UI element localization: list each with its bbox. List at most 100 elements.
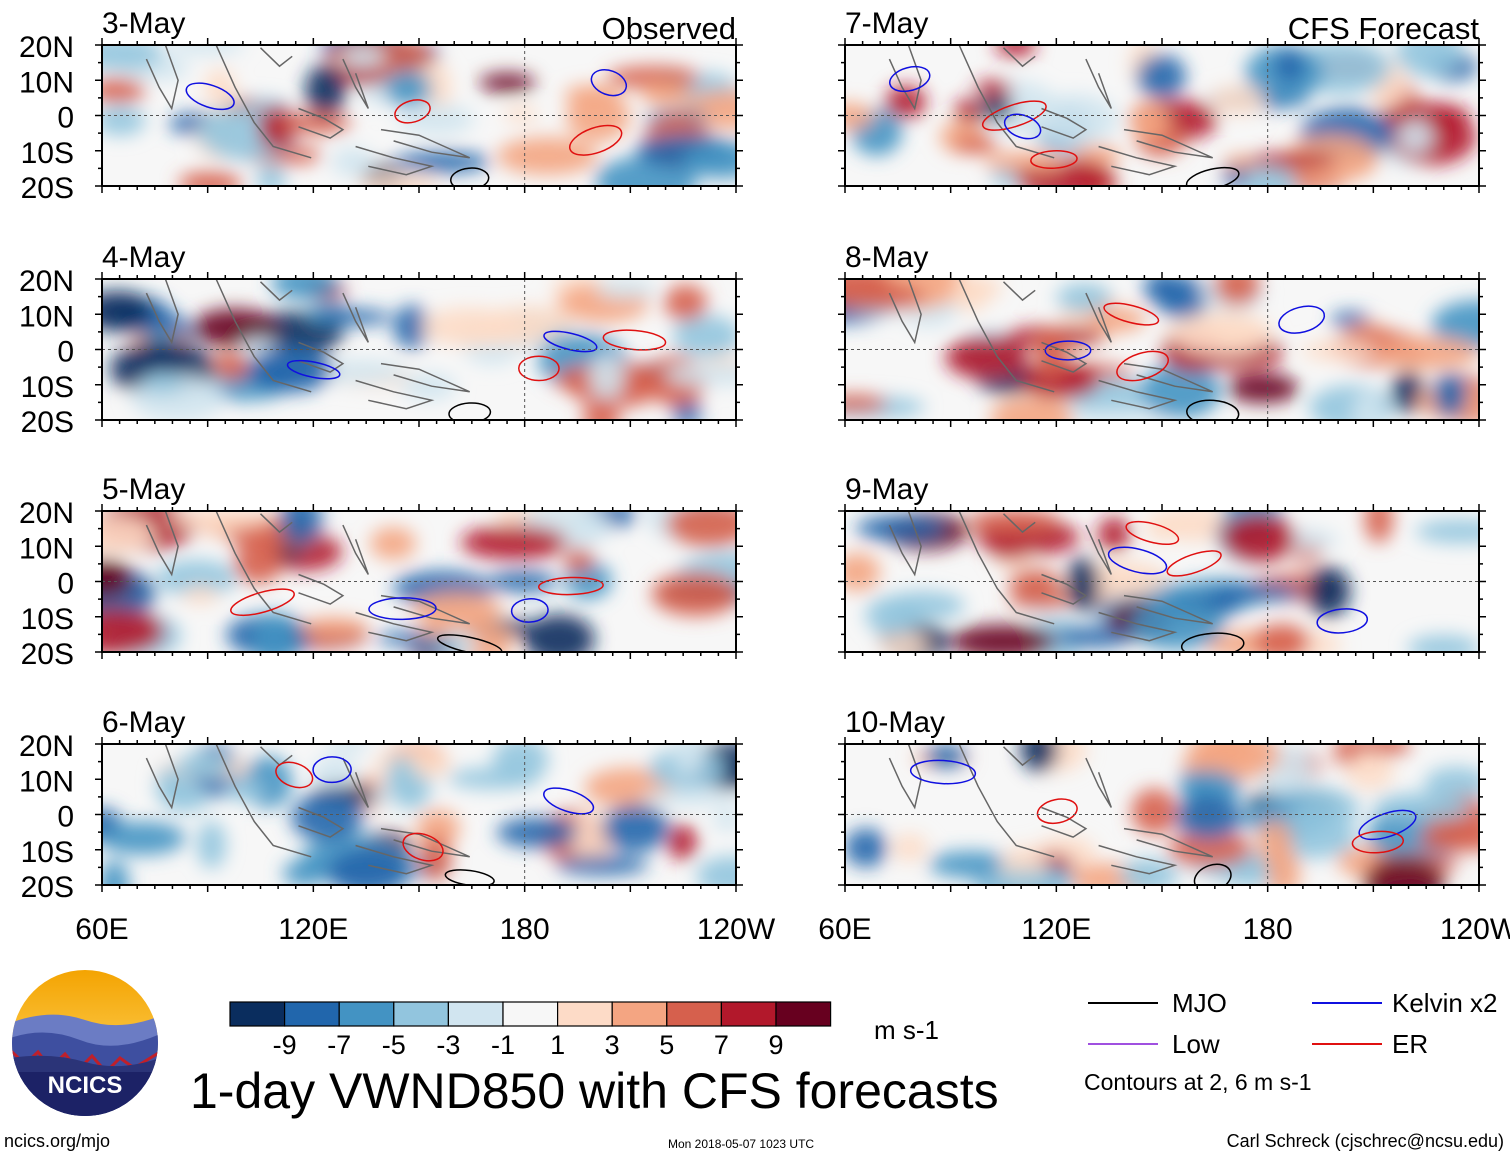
field-blob [397,103,475,136]
coastline [355,379,435,410]
field-blob [1209,85,1266,115]
field-blob [1397,119,1433,154]
field-blob [1346,752,1395,790]
field-blob [1274,48,1305,84]
field-blob [953,136,999,154]
field-blob [1432,372,1468,418]
coastline [342,58,370,109]
kelvin-contour [543,787,595,815]
er-contour [1166,550,1222,577]
colorbar-box [229,1001,286,1027]
field-blob [845,102,875,130]
kelvin-contour [1358,809,1417,841]
x-tick-label: 120W [1440,913,1510,946]
field-blob [954,98,986,123]
coastline [145,744,179,810]
field-blob [290,793,364,842]
colorbar-box [338,1001,395,1027]
x-tick-label: 120E [278,913,348,946]
field-blob [1199,744,1255,771]
field-blob [300,617,369,639]
legend-line-mjo [1088,1002,1158,1004]
field-blob [326,848,411,885]
field-blob [357,173,439,186]
coastline [145,45,179,111]
field-blob [279,511,323,545]
kelvin-contour [590,69,628,97]
field-blob [1167,831,1253,868]
colorbar-box [720,1001,777,1027]
er-contour [537,576,604,596]
er-contour [275,761,314,789]
legend-label-low: Low [1172,1029,1220,1059]
vwnd-field [102,744,736,885]
field-blob [1131,788,1178,835]
x-tick-label: 60E [818,913,871,946]
y-tick-label: 10S [21,137,74,170]
field-blob [1143,279,1183,305]
field-blob [1362,857,1446,885]
coastline [380,128,471,159]
coastline [958,45,1055,159]
vwnd-field [845,511,1479,652]
y-tick-label: 10N [19,532,74,565]
vwnd-field [845,744,1479,885]
y-tick-label: 20N [19,730,74,763]
field-blob [1008,568,1061,597]
colorbar-tick-label: -1 [491,1030,515,1060]
y-tick-label: 20N [19,31,74,64]
field-blob [1257,819,1293,867]
field-blob [168,511,268,529]
field-blob [331,147,374,177]
field-blob [983,151,1068,172]
panel-9-May: 9-May [838,473,1486,659]
field-blob [1244,165,1297,186]
legend-label-mjo: MJO [1172,988,1227,1018]
field-blob [989,543,1031,560]
field-blob [400,372,457,401]
er-contour [1103,302,1160,326]
y-tick-label: 20S [21,406,74,439]
kelvin-contour [286,359,341,380]
field-blob [845,394,888,413]
field-blob [393,305,430,349]
field-blob [387,755,416,798]
field-blob [973,80,1013,99]
legend-line-kelvin [1312,1002,1382,1004]
field-blob [1307,566,1351,618]
figure-title: 1-day VWND850 with CFS forecasts [190,1063,999,1119]
er-contour [981,100,1047,131]
field-blob [182,586,219,605]
coastline [1041,806,1088,838]
vwnd-field [845,279,1479,420]
x-tick-label: 180 [500,913,550,946]
field-blob [845,552,881,592]
coastline [958,744,1055,858]
footer-url[interactable]: ncics.org/mjo [4,1131,111,1151]
field-blob [1247,152,1337,170]
field-blob [1300,340,1381,361]
field-blob [891,833,928,862]
field-blob [256,164,286,186]
vwnd-field [102,511,736,652]
coastline [1041,573,1088,605]
panel-10-May: 10-May 60E 120E 180 120W [818,706,1510,946]
logo-text: NCICS [48,1072,123,1099]
footer-credit: Carl Schreck (cjschrec@ncsu.edu) [1226,1131,1504,1151]
field-blob [503,106,539,123]
coastline [380,362,471,393]
coastline [259,47,293,68]
y-tick-label: 10S [21,371,74,404]
colorbar-box [775,1001,832,1027]
field-blob [102,821,186,855]
y-tick-label: 20S [21,172,74,205]
coastline [215,511,312,625]
mjo-contour [1180,632,1245,652]
colorbar-tick-label: 3 [605,1030,620,1060]
field-blob [278,112,352,134]
field-blob [176,752,231,778]
field-blob [639,790,736,807]
field-blob [856,515,946,542]
field-blob [102,859,130,885]
